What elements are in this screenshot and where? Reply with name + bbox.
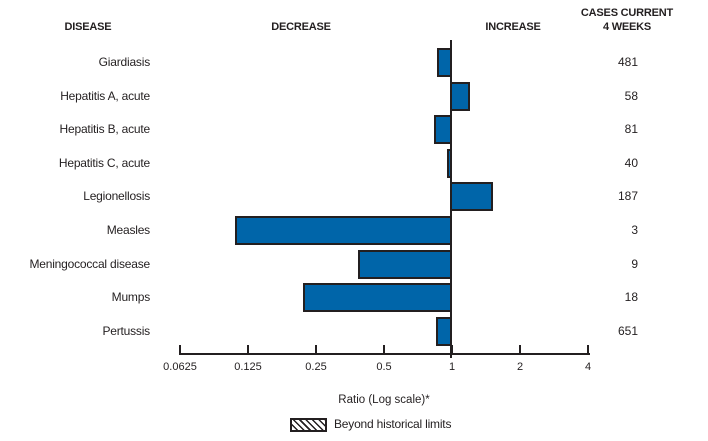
cases-value: 9: [631, 257, 638, 271]
disease-label: Meningococcal disease: [29, 257, 150, 271]
x-axis-line: [179, 353, 590, 355]
x-axis-tick: [519, 345, 521, 353]
cases-value: 187: [617, 189, 638, 203]
disease-label: Mumps: [111, 290, 151, 304]
cases-value: 18: [624, 290, 638, 304]
disease-label: Hepatitis A, acute: [60, 89, 150, 103]
x-axis-tick: [179, 345, 181, 353]
ratio-bar: [434, 115, 452, 144]
x-axis-tick-label: 2: [516, 361, 524, 373]
disease-label: Hepatitis B, acute: [59, 122, 151, 136]
ratio-bar: [358, 250, 452, 279]
cases-value: 58: [624, 89, 638, 103]
disease-label: Measles: [106, 223, 150, 237]
disease-label: Legionellosis: [83, 189, 150, 203]
x-axis-tick-label: 0.0625: [163, 361, 197, 373]
cases-value: 40: [624, 156, 638, 170]
legend-hatch-swatch: [290, 418, 327, 432]
column-header-decrease: DECREASE: [271, 21, 331, 33]
x-axis-tick-label: 1: [448, 361, 456, 373]
ratio-bar: [450, 82, 470, 111]
x-axis-tick: [247, 345, 249, 353]
cases-value: 481: [617, 55, 638, 69]
disease-label: Hepatitis C, acute: [58, 156, 150, 170]
x-axis-tick: [315, 345, 317, 353]
ratio-bar: [447, 149, 452, 178]
ratio-bar: [303, 283, 452, 312]
column-header-disease: DISEASE: [64, 21, 112, 33]
ratio-bar: [450, 182, 493, 211]
ratio-bar: [235, 216, 452, 245]
cases-value: 81: [624, 122, 638, 136]
x-axis-tick: [587, 345, 589, 353]
x-axis-tick: [383, 345, 385, 353]
ratio-bar: [437, 48, 452, 77]
legend-label: Beyond historical limits: [334, 417, 452, 431]
x-axis-tick: [451, 345, 453, 353]
column-header-cases-line2: 4 WEEKS: [602, 21, 652, 33]
x-axis-label: Ratio (Log scale)*: [338, 394, 430, 406]
x-axis-tick-label: 4: [584, 361, 592, 373]
column-header-cases-line1: CASES CURRENT: [580, 7, 674, 19]
disease-label: Giardiasis: [98, 55, 151, 69]
cases-value: 3: [631, 223, 638, 237]
ratio-bar: [436, 317, 452, 346]
column-header-increase: INCREASE: [485, 21, 541, 33]
x-axis-tick-label: 0.25: [305, 361, 327, 373]
disease-label: Pertussis: [102, 324, 150, 338]
cases-value: 651: [617, 324, 638, 338]
x-axis-tick-label: 0.125: [234, 361, 262, 373]
x-axis-tick-label: 0.5: [376, 361, 392, 373]
